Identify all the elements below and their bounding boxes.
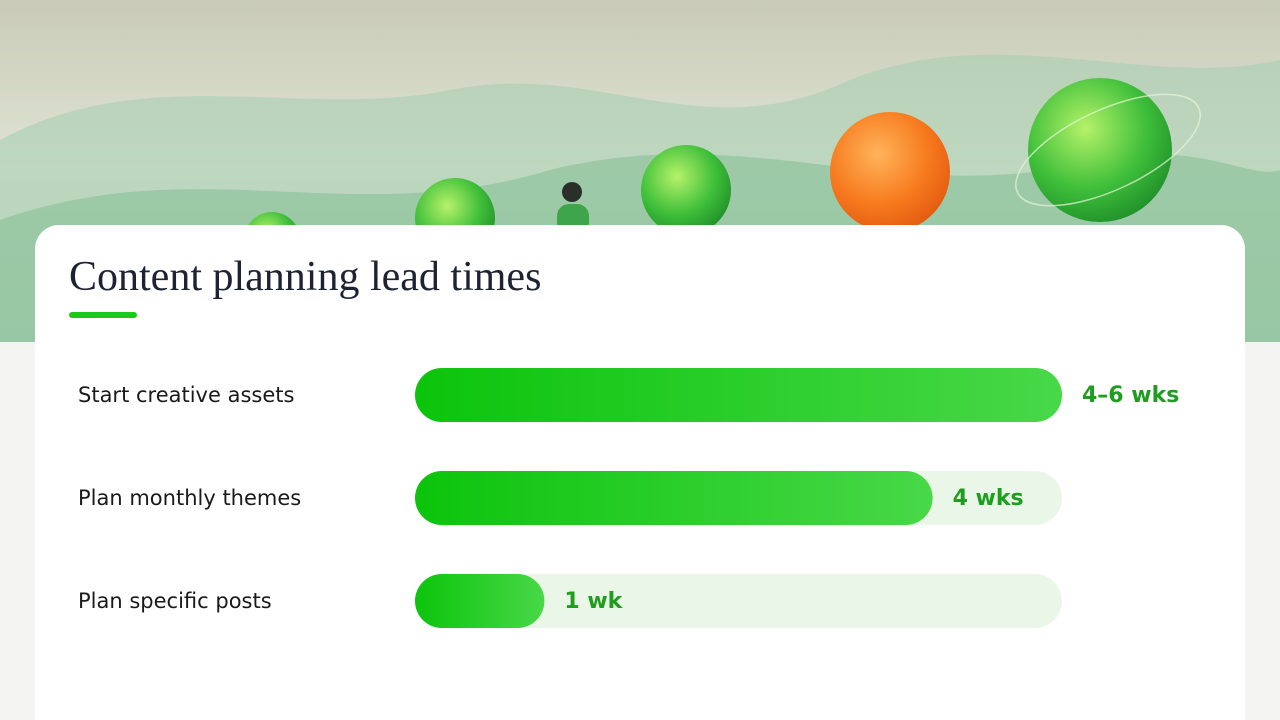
bar	[415, 574, 545, 628]
title-underline	[69, 312, 137, 318]
value-label: 4–6 wks	[1082, 383, 1179, 408]
chart-title: Content planning lead times	[69, 254, 541, 300]
bar-rows: Start creative assets 4–6 wks Plan monthly…	[78, 368, 1179, 628]
category-label: Start creative assets	[78, 383, 294, 407]
value-label: 4 wks	[953, 486, 1024, 511]
bar	[415, 471, 933, 525]
bar	[415, 368, 1062, 422]
bar-track	[415, 574, 1062, 628]
category-label: Plan monthly themes	[78, 486, 301, 510]
value-label: 1 wk	[564, 589, 623, 614]
category-label: Plan specific posts	[78, 589, 272, 613]
